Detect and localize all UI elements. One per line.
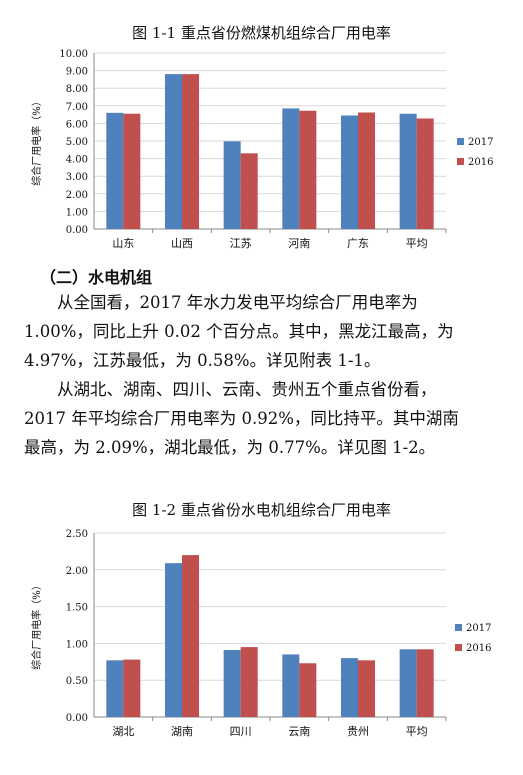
bar-2017 bbox=[223, 650, 241, 717]
paragraph-1: 从全国看，2017 年水力发电平均综合厂用电率为 1.00%，同比上升 0.02… bbox=[24, 288, 504, 375]
x-tick-label: 四川 bbox=[230, 725, 252, 738]
legend-label: 2017 bbox=[466, 623, 491, 634]
bar-2017 bbox=[340, 658, 358, 717]
bar-2017 bbox=[282, 654, 300, 717]
bar-2017 bbox=[106, 112, 124, 229]
legend-label: 2017 bbox=[468, 137, 493, 148]
legend-swatch bbox=[455, 624, 462, 631]
x-tick-label: 平均 bbox=[406, 725, 428, 738]
y-tick-label: 10.00 bbox=[59, 49, 88, 60]
paragraph-2-line-2: 2017 年平均综合厂用电率为 0.92%，同比持平。其中湖南 bbox=[24, 409, 459, 428]
y-tick-label: 8.00 bbox=[66, 84, 88, 95]
bar-2016 bbox=[299, 110, 317, 229]
bar-2016 bbox=[240, 153, 258, 229]
legend-swatch bbox=[455, 644, 462, 651]
y-axis-label: 综合厂用电率（%） bbox=[30, 96, 43, 186]
legend-label: 2016 bbox=[466, 643, 491, 654]
y-tick-label: 1.00 bbox=[66, 639, 88, 650]
bar-2017 bbox=[399, 113, 417, 229]
x-tick-label: 平均 bbox=[406, 237, 428, 250]
paragraph-2-line-3: 最高，为 2.09%，湖北最低，为 0.77%。详见图 1-2。 bbox=[24, 438, 436, 457]
chart2: 0.00 0.50 1.00 1.50 2.00 2.50 综合厂用电率（%） 湖北 湖南 四川 云… bbox=[30, 529, 491, 738]
y-tick-label: 4.00 bbox=[66, 155, 88, 166]
y-tick-label: 7.00 bbox=[66, 102, 88, 113]
section-heading: （二）水电机组 bbox=[40, 268, 153, 287]
bar-2016 bbox=[358, 112, 376, 229]
x-tick-label: 河南 bbox=[288, 237, 310, 250]
y-tick-label: 2.00 bbox=[66, 190, 88, 201]
x-tick-label: 湖北 bbox=[112, 725, 134, 738]
y-tick-label: 0.00 bbox=[66, 225, 88, 236]
paragraph-1-line-1: 从全国看，2017 年水力发电平均综合厂用电率为 bbox=[57, 293, 418, 312]
y-tick-label: 6.00 bbox=[66, 119, 88, 130]
y-tick-label: 3.00 bbox=[66, 172, 88, 183]
legend-swatch bbox=[457, 138, 464, 145]
paragraph-2-line-1: 从湖北、湖南、四川、云南、贵州五个重点省份看， bbox=[57, 380, 437, 399]
bar-2017 bbox=[164, 563, 182, 717]
bar-2017 bbox=[106, 660, 124, 717]
y-tick-label: 2.50 bbox=[66, 529, 88, 540]
paragraph-1-line-2: 1.00%，同比上升 0.02 个百分点。其中，黑龙江最高，为 bbox=[24, 322, 454, 341]
legend-label: 2016 bbox=[468, 157, 493, 168]
y-tick-label: 0.00 bbox=[66, 713, 88, 724]
chart2-title: 图 1-2 重点省份水电机组综合厂用电率 bbox=[132, 501, 391, 519]
legend-swatch bbox=[457, 158, 464, 165]
x-tick-label: 广东 bbox=[347, 237, 369, 250]
bar-2016 bbox=[123, 659, 141, 717]
y-tick-label: 1.00 bbox=[66, 207, 88, 218]
bar-2016 bbox=[182, 74, 200, 229]
paragraph-2: 从湖北、湖南、四川、云南、贵州五个重点省份看， 2017 年平均综合厂用电率为 … bbox=[24, 375, 504, 462]
y-tick-label: 1.50 bbox=[66, 603, 88, 614]
x-tick-label: 贵州 bbox=[347, 725, 369, 738]
bar-2016 bbox=[240, 647, 258, 717]
x-tick-label: 云南 bbox=[288, 725, 310, 738]
y-tick-label: 0.50 bbox=[66, 676, 88, 687]
chart1-title: 图 1-1 重点省份燃煤机组综合厂用电率 bbox=[132, 24, 391, 42]
bar-2017 bbox=[164, 74, 182, 229]
paragraph-1-line-3: 4.97%，江苏最低，为 0.58%。详见附表 1-1。 bbox=[24, 351, 381, 370]
y-tick-label: 5.00 bbox=[66, 137, 88, 148]
x-tick-label: 江苏 bbox=[230, 237, 252, 250]
bar-2016 bbox=[182, 555, 200, 717]
chart1: 0.00 1.00 2.00 3.00 4.00 5.00 6.00 7.00 8.00 9.00… bbox=[30, 49, 493, 250]
bar-2017 bbox=[340, 115, 358, 229]
bar-2016 bbox=[123, 113, 141, 229]
y-axis-label: 综合厂用电率（%） bbox=[30, 580, 43, 670]
bar-2016 bbox=[416, 649, 434, 717]
bar-2017 bbox=[282, 108, 300, 229]
y-tick-label: 9.00 bbox=[66, 67, 88, 78]
x-tick-label: 山西 bbox=[171, 237, 193, 250]
y-tick-label: 2.00 bbox=[66, 566, 88, 577]
x-tick-label: 山东 bbox=[112, 237, 134, 250]
x-tick-label: 湖南 bbox=[171, 725, 193, 738]
bar-2016 bbox=[358, 660, 376, 717]
bar-2017 bbox=[223, 141, 241, 229]
bar-2017 bbox=[399, 649, 417, 717]
bar-2016 bbox=[299, 663, 317, 717]
bar-2016 bbox=[416, 118, 434, 229]
